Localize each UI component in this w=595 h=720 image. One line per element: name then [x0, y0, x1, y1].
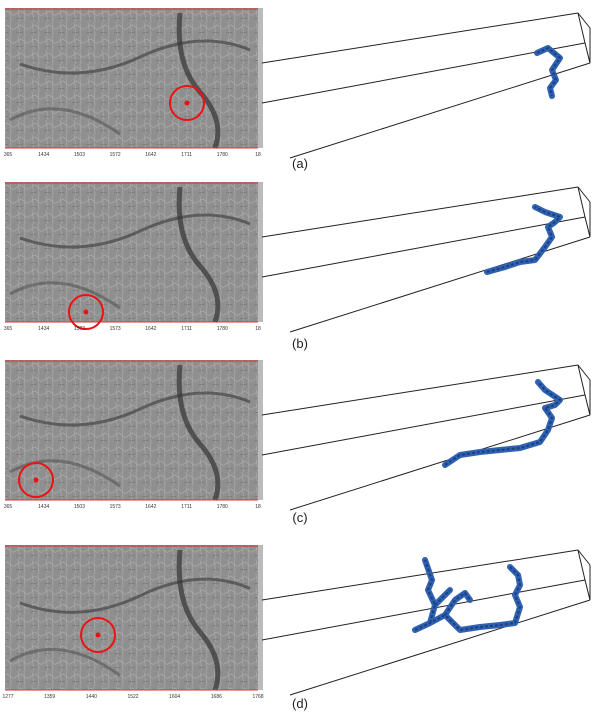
tick-label: 18 [255, 152, 261, 158]
box-edge [585, 217, 590, 237]
box-edge [262, 580, 585, 640]
tick-label: 1686 [211, 694, 222, 700]
panel: 365 1434 1503 1572 1642 1711 1780 18 [4, 8, 590, 158]
tick-label: 1768 [252, 694, 263, 700]
vessel-3d [445, 382, 560, 465]
box-edge [585, 580, 590, 600]
marker-dot [34, 478, 39, 483]
tick-label: 18 [255, 326, 261, 332]
marker-dot [84, 310, 89, 315]
tick-label: 1277 [2, 694, 13, 700]
tick-label: 1711 [181, 152, 192, 158]
box-edge [262, 187, 578, 237]
tick-label: 1780 [217, 326, 228, 332]
caption: (b) [292, 336, 308, 351]
panel: 1277 1359 1440 1522 1604 1686 1768 [2, 545, 590, 700]
tick-label: 1642 [145, 504, 156, 510]
figure: 365 1434 1503 1572 1642 1711 1780 18 (a) 365 1434 1… [0, 0, 595, 720]
scrollbar [258, 360, 263, 500]
panel: 365 1434 1503 1573 1642 1711 1780 18 [4, 182, 590, 332]
box-edge [262, 365, 578, 415]
scrollbar [258, 545, 263, 690]
tick-label: 1780 [217, 152, 228, 158]
scrollbar [258, 182, 263, 322]
caption: (a) [292, 156, 308, 171]
tick-label: 1503 [74, 504, 85, 510]
tick-label: 1604 [169, 694, 180, 700]
box-edge [262, 217, 585, 277]
tick-label: 1573 [110, 504, 121, 510]
box-edge [290, 600, 590, 695]
box-edge [585, 43, 590, 63]
box-edge [290, 63, 590, 158]
tick-label: 1711 [181, 504, 192, 510]
tick-label: 365 [4, 326, 13, 332]
vessel-3d [537, 48, 560, 96]
tick-label: 1440 [86, 694, 97, 700]
box-edge [262, 13, 578, 63]
tick-label: 1642 [145, 326, 156, 332]
tick-label: 1434 [38, 326, 49, 332]
box-edge [585, 395, 590, 415]
tick-label: 365 [4, 504, 13, 510]
caption: (c) [292, 510, 307, 525]
tick-label: 1522 [127, 694, 138, 700]
box-edge [262, 550, 578, 600]
marker-dot [185, 101, 190, 106]
tick-label: 1503 [74, 326, 85, 332]
scrollbar [258, 8, 263, 148]
caption: (d) [292, 696, 308, 711]
tick-label: 1434 [38, 152, 49, 158]
tick-label: 1503 [74, 152, 85, 158]
tick-label: 1780 [217, 504, 228, 510]
tick-label: 18 [255, 504, 261, 510]
tick-label: 1642 [145, 152, 156, 158]
marker-dot [96, 633, 101, 638]
tick-label: 1434 [38, 504, 49, 510]
tick-label: 1711 [181, 326, 192, 332]
tick-label: 1573 [110, 326, 121, 332]
tick-label: 1572 [110, 152, 121, 158]
tick-label: 1359 [44, 694, 55, 700]
tick-label: 365 [4, 152, 13, 158]
panel: 365 1434 1503 1573 1642 1711 1780 18 [4, 360, 590, 510]
